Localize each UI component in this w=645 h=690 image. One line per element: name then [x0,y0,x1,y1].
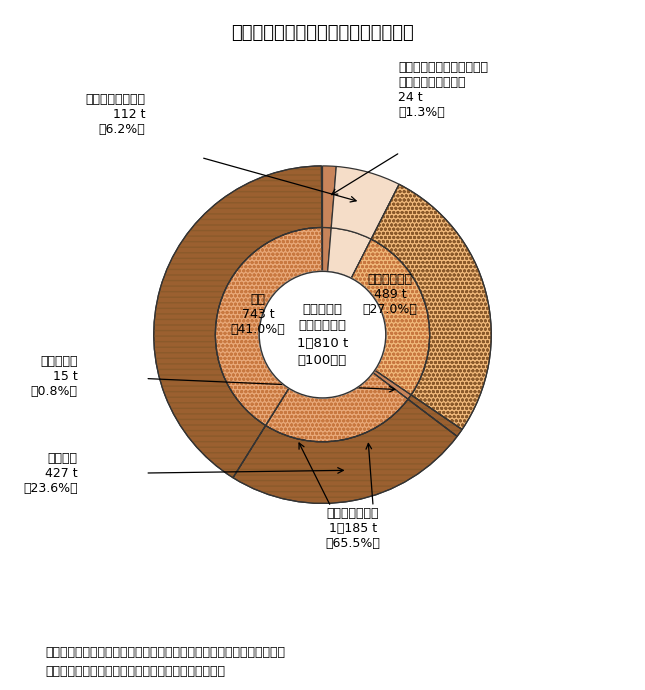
Text: 注：　構成割合については、表示単位未満を四捨五入したため、合計値: 注： 構成割合については、表示単位未満を四捨五入したため、合計値 [45,646,285,659]
Wedge shape [371,184,491,429]
Text: イノシシ
427 t
（23.6%）: イノシシ 427 t （23.6%） [23,451,78,495]
Wedge shape [408,395,462,436]
Wedge shape [154,166,322,477]
Circle shape [259,271,386,398]
Text: 令和２年度: 令和２年度 [303,303,342,316]
Text: 食肉として販売
1，185 t
（65.5%）: 食肉として販売 1，185 t （65.5%） [326,506,381,550]
Wedge shape [328,228,371,278]
Wedge shape [332,166,399,239]
Text: 解体処理のみを請け負って
依頼者へ渡した食肉
24 t
（1.3%）: 解体処理のみを請け負って 依頼者へ渡した食肉 24 t （1.3%） [399,61,488,119]
Text: と内訳の計が一致しない場合がある（以下同じ。）。: と内訳の計が一致しない場合がある（以下同じ。）。 [45,664,225,678]
Text: 1，810 t: 1，810 t [297,337,348,351]
Wedge shape [322,228,332,272]
Text: その他鳥獣
15 t
（0.8%）: その他鳥獣 15 t （0.8%） [31,355,78,398]
Text: ジビエ利用量: ジビエ利用量 [299,319,346,332]
Wedge shape [322,166,336,228]
Wedge shape [266,373,408,442]
Text: ペットフード
489 t
（27.0%）: ペットフード 489 t （27.0%） [362,273,417,317]
Text: （100％）: （100％） [298,354,347,367]
Text: シカ
743 t
（41.0%）: シカ 743 t （41.0%） [230,293,285,337]
Wedge shape [233,400,457,504]
Text: 図　野生鳥獣のジビエ利用量（全国）: 図 野生鳥獣のジビエ利用量（全国） [231,24,414,42]
Text: 自家消費向け食肉
112 t
（6.2%）: 自家消費向け食肉 112 t （6.2%） [85,92,145,135]
Wedge shape [215,228,322,426]
Wedge shape [373,371,411,400]
Wedge shape [352,239,430,395]
